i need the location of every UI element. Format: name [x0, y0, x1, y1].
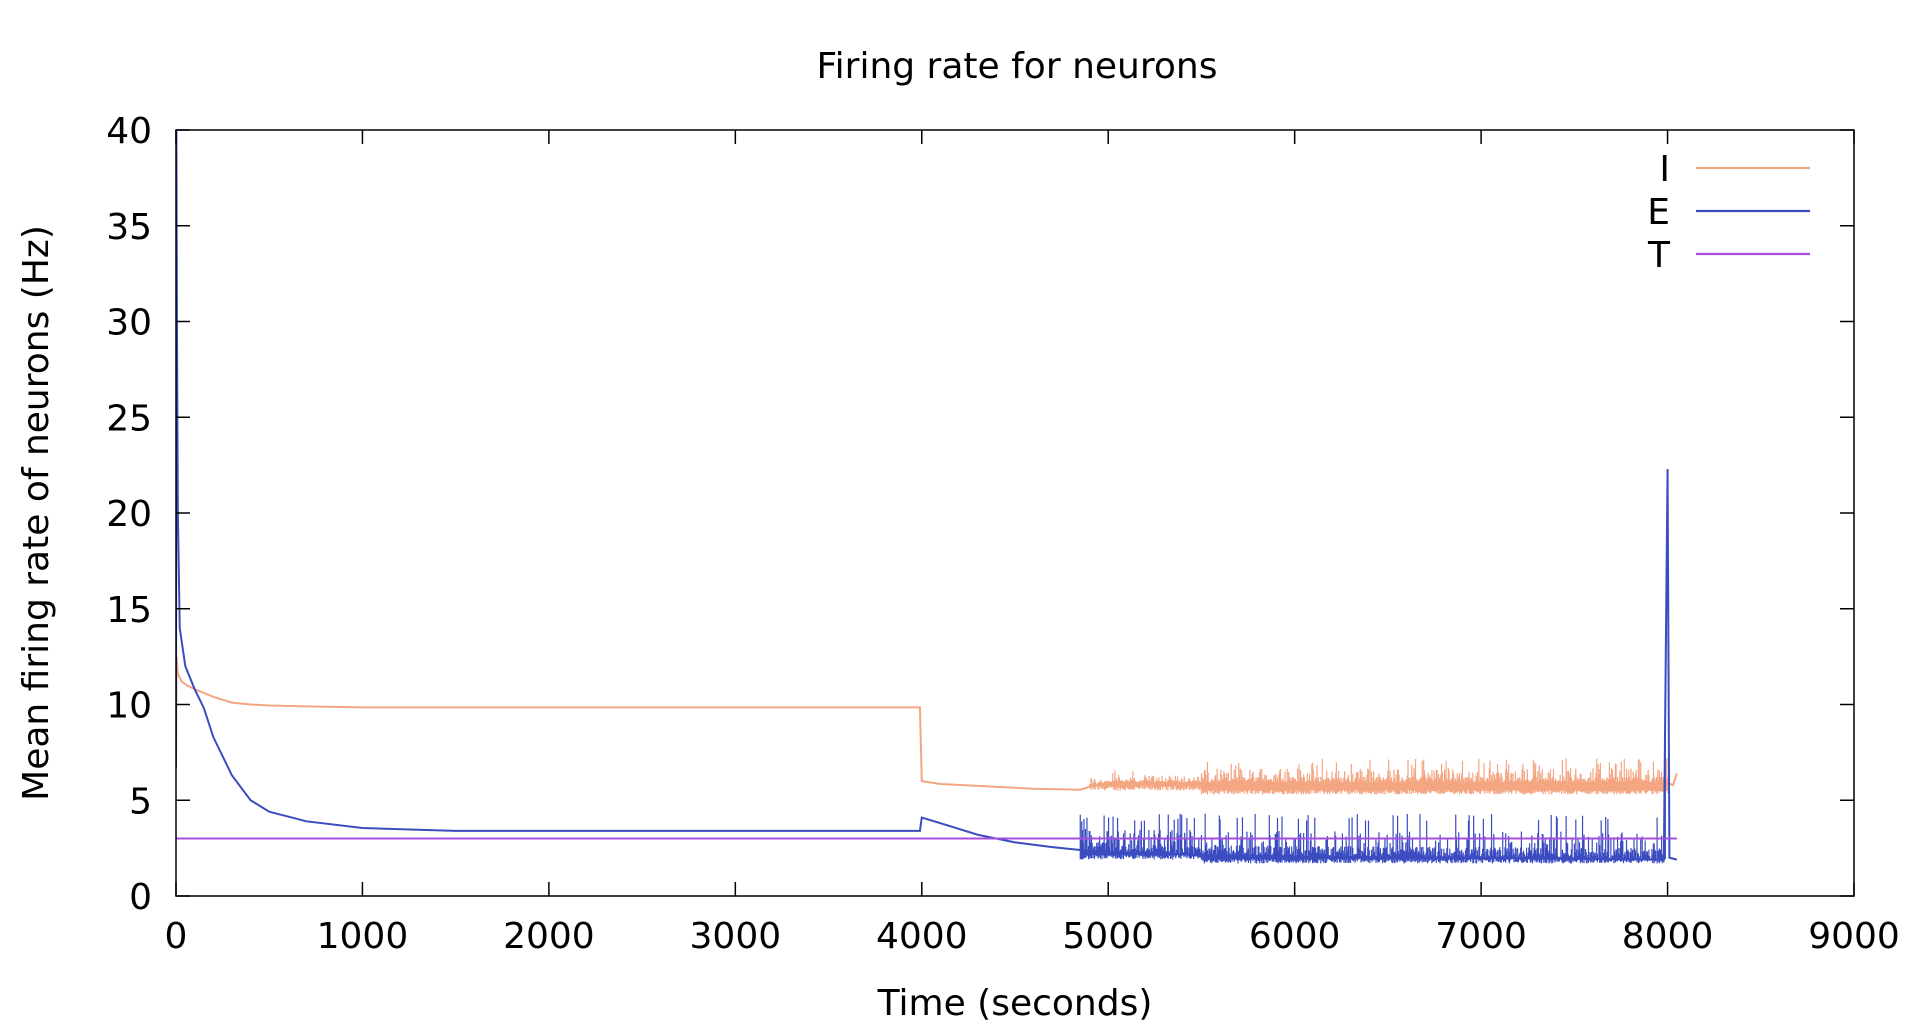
- x-tick-label: 1000: [317, 916, 409, 957]
- legend-label-I: I: [1659, 149, 1670, 190]
- x-axis-label: Time (seconds): [877, 983, 1153, 1024]
- y-tick-label: 30: [106, 303, 152, 344]
- y-tick-label: 5: [129, 781, 152, 822]
- y-tick-label: 0: [129, 877, 152, 918]
- x-tick-label: 7000: [1435, 916, 1527, 957]
- series-I-line: [176, 656, 1678, 791]
- x-tick-label: 8000: [1622, 916, 1714, 957]
- y-tick-label: 15: [106, 590, 152, 631]
- y-tick-label: 10: [106, 686, 152, 727]
- y-tick-label: 40: [106, 111, 152, 152]
- x-tick-label: 5000: [1062, 916, 1154, 957]
- legend-label-T: T: [1647, 235, 1671, 276]
- series-E-line: [176, 130, 1678, 861]
- y-axis-label: Mean firing rate of neurons (Hz): [16, 225, 57, 801]
- x-tick-label: 9000: [1808, 916, 1900, 957]
- x-tick-label: 4000: [876, 916, 968, 957]
- series-layer: [176, 130, 1678, 864]
- y-tick-label: 25: [106, 398, 152, 439]
- x-tick-label: 2000: [503, 916, 595, 957]
- series-E-noise: [1079, 813, 1202, 860]
- legend: IET: [1647, 149, 1810, 276]
- x-tick-label: 6000: [1249, 916, 1341, 957]
- series-I-noise: [1088, 770, 1203, 791]
- y-axis: 0 5 10 15 20 25 30 35 40: [106, 111, 1854, 918]
- y-tick-label: 35: [106, 207, 152, 248]
- y-tick-label: 20: [106, 494, 152, 535]
- x-axis: 0 1000 2000 3000 4000 5000 6000 7000 8000 9000: [165, 130, 1900, 957]
- legend-label-E: E: [1647, 192, 1670, 233]
- chart-title: Firing rate for neurons: [817, 46, 1218, 87]
- x-tick-label: 3000: [690, 916, 782, 957]
- x-tick-label: 0: [165, 916, 188, 957]
- series-I-noise: [1200, 758, 1669, 795]
